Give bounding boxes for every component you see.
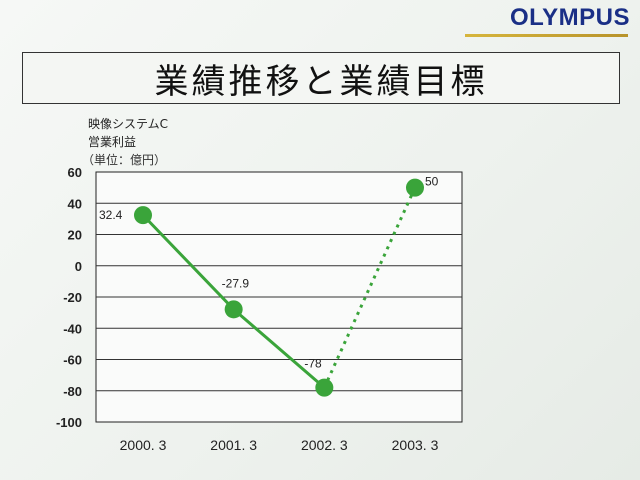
y-tick-label: -40	[63, 321, 82, 336]
y-axis-title-line-2: 営業利益	[88, 135, 136, 149]
data-label: 32.4	[99, 208, 123, 222]
company-logo: OLYMPUS	[510, 4, 630, 31]
y-tick-label: 20	[68, 228, 82, 243]
y-tick-label: 40	[68, 196, 82, 211]
y-tick-label: -20	[63, 290, 82, 305]
y-tick-label: -100	[56, 415, 82, 430]
y-tick-label: 0	[75, 259, 82, 274]
data-label: -78	[304, 357, 322, 371]
x-tick-label: 2003. 3	[392, 437, 439, 453]
data-label: -27.9	[222, 276, 250, 290]
y-axis-title-line-1: 映像システムC	[88, 117, 168, 131]
page-title: 業績推移と業績目標	[154, 61, 488, 102]
actual-line-segment	[141, 214, 235, 311]
x-tick-label: 2001. 3	[210, 437, 257, 453]
y-axis-title-line-3: （単位：億円）	[82, 152, 166, 167]
logo-underline	[465, 34, 628, 37]
actual-line-segment	[232, 308, 326, 389]
x-tick-label: 2002. 3	[301, 437, 348, 453]
data-point	[315, 378, 334, 397]
data-point	[224, 300, 243, 319]
y-tick-label: 60	[68, 165, 82, 180]
title-banner: 業績推移と業績目標	[22, 52, 620, 104]
data-point	[134, 206, 152, 225]
y-tick-label: -80	[63, 384, 82, 399]
x-tick-label: 2000. 3	[120, 437, 167, 453]
data-label: 50	[425, 175, 439, 189]
data-point	[406, 178, 424, 197]
y-tick-label: -60	[63, 353, 82, 368]
